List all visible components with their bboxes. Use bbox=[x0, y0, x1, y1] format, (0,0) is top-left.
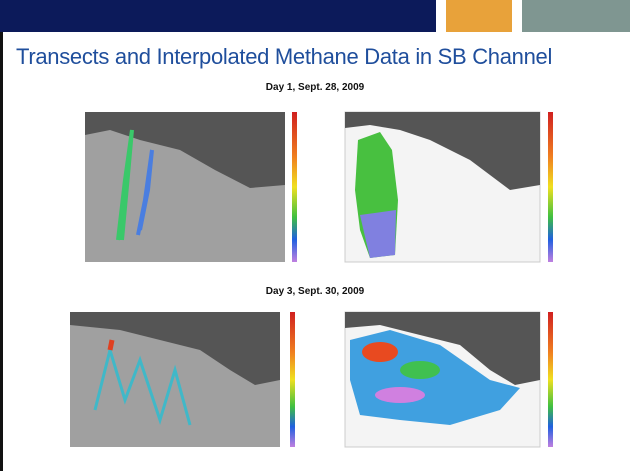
slide-graphics bbox=[0, 0, 630, 471]
header-accent bbox=[522, 0, 630, 32]
transect-map bbox=[30, 305, 300, 455]
interpolated-map bbox=[305, 305, 570, 455]
section-label: Day 1, Sept. 28, 2009 bbox=[0, 82, 630, 93]
header-accent bbox=[446, 0, 512, 32]
header-bar bbox=[0, 0, 436, 32]
slide: Transects and Interpolated Methane Data … bbox=[0, 0, 630, 471]
slide-title: Transects and Interpolated Methane Data … bbox=[16, 44, 552, 70]
transect-map bbox=[45, 100, 300, 272]
left-border bbox=[0, 32, 3, 471]
interpolated-map bbox=[310, 100, 565, 272]
section-label: Day 3, Sept. 30, 2009 bbox=[0, 286, 630, 297]
